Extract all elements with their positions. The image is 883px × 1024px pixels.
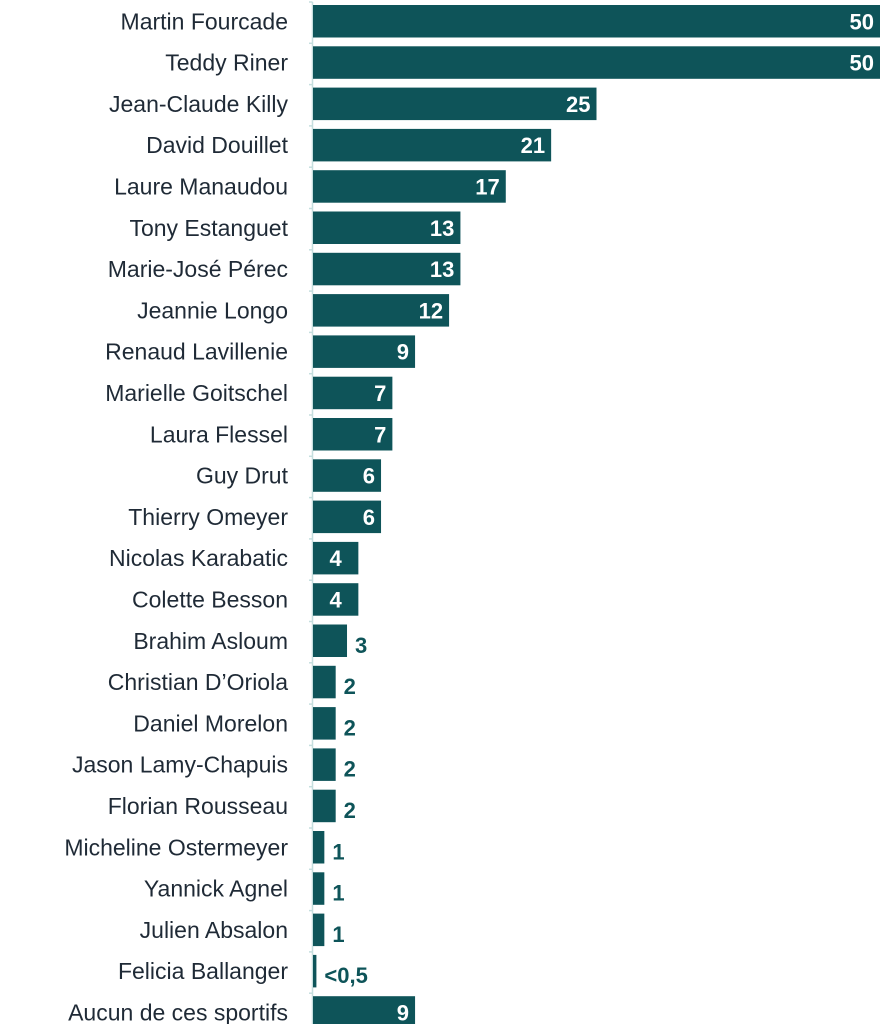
- bar: [313, 46, 880, 79]
- bar: [313, 211, 461, 244]
- category-label: Daniel Morelon: [133, 710, 288, 736]
- bar: [313, 748, 336, 781]
- value-label: 21: [521, 133, 545, 158]
- bar: [313, 624, 348, 657]
- value-label: 25: [566, 92, 590, 117]
- value-label: 6: [363, 505, 375, 530]
- bar: [313, 87, 597, 121]
- category-label: Martin Fourcade: [121, 8, 288, 34]
- category-label: Renaud Lavillenie: [105, 339, 288, 365]
- value-label: 50: [850, 51, 874, 76]
- value-label: 1: [332, 881, 344, 906]
- category-label: Guy Drut: [196, 463, 289, 489]
- category-label: Teddy Riner: [165, 50, 288, 76]
- category-label: Jason Lamy-Chapuis: [72, 752, 288, 778]
- value-label: 9: [397, 1000, 409, 1024]
- category-label: Colette Besson: [132, 586, 288, 612]
- value-label: 6: [363, 464, 375, 489]
- value-label: <0,5: [324, 963, 367, 988]
- category-label: Laura Flessel: [150, 421, 288, 447]
- category-label: Thierry Omeyer: [128, 504, 288, 530]
- bar: [313, 335, 416, 368]
- category-label: Julien Absalon: [140, 917, 288, 943]
- bar: [313, 789, 336, 823]
- bar: [313, 872, 325, 905]
- value-label: 7: [374, 381, 386, 406]
- bar: [313, 128, 552, 162]
- bar: [313, 170, 506, 203]
- bar: [313, 665, 336, 699]
- bar: [313, 376, 393, 410]
- category-label: Jeannie Longo: [137, 297, 288, 323]
- value-label: 1: [332, 922, 344, 947]
- category-label: Yannick Agnel: [144, 876, 288, 902]
- bar: [313, 831, 325, 864]
- bar: [313, 294, 450, 327]
- category-label: Christian D’Oriola: [108, 669, 288, 695]
- bar: [313, 583, 359, 616]
- value-label: 17: [475, 174, 499, 199]
- value-label: 50: [850, 9, 874, 34]
- value-label: 7: [374, 422, 386, 447]
- value-label: 3: [355, 633, 367, 658]
- bar: [313, 5, 880, 38]
- category-label: Micheline Ostermeyer: [64, 834, 288, 860]
- bar: [313, 996, 416, 1024]
- category-label: Florian Rousseau: [108, 793, 288, 819]
- bar: [313, 418, 393, 451]
- value-label: 13: [430, 216, 454, 241]
- category-label: Laure Manaudou: [114, 173, 288, 199]
- category-label: Jean-Claude Killy: [109, 91, 288, 117]
- value-label: 2: [344, 757, 356, 782]
- value-label: 9: [397, 340, 409, 365]
- labels-layer: Martin Fourcade 50 Teddy Riner 50 Jean-Claud…: [64, 8, 874, 1024]
- category-label: Nicolas Karabatic: [109, 545, 288, 571]
- axis-layer: [309, 1, 314, 1024]
- bar: [313, 707, 336, 740]
- category-label: David Douillet: [146, 132, 289, 158]
- bar: [313, 500, 382, 534]
- value-label: 4: [330, 587, 343, 612]
- category-label: Tony Estanguet: [129, 215, 288, 241]
- category-label: Felicia Ballanger: [118, 958, 288, 984]
- category-label: Aucun de ces sportifs: [68, 999, 288, 1024]
- bar: [313, 252, 461, 286]
- value-label: 2: [344, 798, 356, 823]
- value-label: 2: [344, 674, 356, 699]
- category-label: Marie-José Pérec: [108, 256, 288, 282]
- value-label: 1: [332, 839, 344, 864]
- value-label: 12: [419, 298, 443, 323]
- value-label: 13: [430, 257, 454, 282]
- value-label: 4: [330, 546, 343, 571]
- category-label: Brahim Asloum: [133, 628, 288, 654]
- bars-layer: [313, 5, 880, 1024]
- category-label: Marielle Goitschel: [105, 380, 288, 406]
- value-label: 2: [344, 715, 356, 740]
- bar: [313, 954, 317, 988]
- bar: [313, 913, 325, 947]
- bar: [313, 541, 359, 575]
- bar: [313, 459, 382, 492]
